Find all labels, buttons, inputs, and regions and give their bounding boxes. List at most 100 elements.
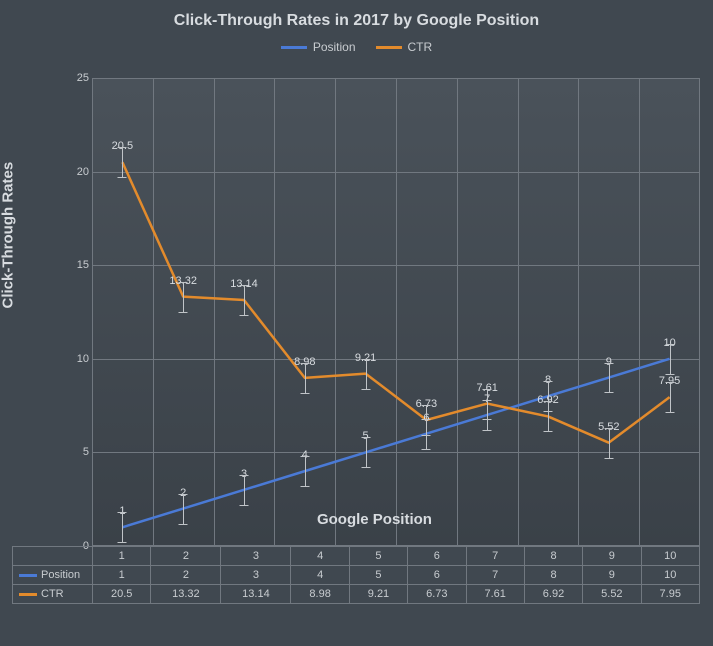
error-bar-cap: [422, 449, 431, 450]
table-cell: 8: [524, 566, 582, 585]
table-cell: 1: [93, 566, 151, 585]
error-bar-cap: [118, 177, 127, 178]
error-bar: [305, 363, 306, 393]
legend-label-ctr: CTR: [408, 40, 433, 54]
error-bar-cap: [544, 431, 553, 432]
table-cell: 10: [641, 566, 699, 585]
table-category-cell: 2: [151, 547, 221, 566]
table-cell: 7: [466, 566, 524, 585]
table-row-header-ctr: CTR: [13, 585, 93, 604]
error-bar-cap: [604, 458, 613, 459]
y-tick-label: 15: [77, 259, 89, 271]
error-bar-cap: [483, 419, 492, 420]
error-bar-cap: [240, 315, 249, 316]
error-bar-cap: [422, 435, 431, 436]
data-table: 12345678910 Position 12345678910 CTR 20.…: [12, 546, 700, 604]
error-bar: [609, 363, 610, 393]
legend-label-position: Position: [313, 40, 356, 54]
table-category-cell: 5: [349, 547, 407, 566]
chart-title: Click-Through Rates in 2017 by Google Po…: [0, 0, 713, 30]
x-axis-title: Google Position: [317, 511, 432, 528]
table-cell: 9: [583, 566, 641, 585]
error-bar: [244, 285, 245, 315]
legend-item-position: Position: [281, 40, 356, 54]
error-bar-cap: [179, 282, 188, 283]
error-bar-cap: [361, 437, 370, 438]
error-bar-cap: [240, 285, 249, 286]
table-cell: 3: [221, 566, 291, 585]
row-label-ctr: CTR: [41, 588, 64, 600]
plot-area: 1234567891020.513.3213.148.989.216.737.6…: [92, 78, 700, 546]
legend-item-ctr: CTR: [376, 40, 433, 54]
error-bar: [305, 456, 306, 486]
table-category-cell: 7: [466, 547, 524, 566]
error-bar-cap: [665, 412, 674, 413]
error-bar-cap: [300, 486, 309, 487]
chart-container: Click-Through Rates in 2017 by Google Po…: [0, 0, 713, 646]
table-cell: 8.98: [291, 585, 349, 604]
error-bar-cap: [240, 505, 249, 506]
table-category-cell: 8: [524, 547, 582, 566]
y-tick-label: 20: [77, 166, 89, 178]
error-bar-cap: [300, 393, 309, 394]
error-bar-cap: [665, 382, 674, 383]
table-cell: 5.52: [583, 585, 641, 604]
table-cell: 6: [408, 566, 466, 585]
legend-swatch-position: [281, 46, 307, 49]
legend-swatch-ctr: [376, 46, 402, 49]
error-bar-cap: [665, 344, 674, 345]
error-bar: [670, 382, 671, 412]
error-bar: [487, 389, 488, 419]
error-bar-cap: [118, 147, 127, 148]
error-bar-cap: [118, 512, 127, 513]
error-bar: [366, 437, 367, 467]
error-bar: [426, 405, 427, 435]
y-tick-label: 5: [83, 446, 89, 458]
error-bar: [244, 475, 245, 505]
table-cell: 9.21: [349, 585, 407, 604]
y-tick-label: 10: [77, 353, 89, 365]
legend: Position CTR: [0, 40, 713, 54]
table-cell: 2: [151, 566, 221, 585]
table-category-cell: 1: [93, 547, 151, 566]
table-cell: 7.61: [466, 585, 524, 604]
table-cell: 13.32: [151, 585, 221, 604]
error-bar-cap: [544, 381, 553, 382]
row-label-position: Position: [41, 569, 80, 581]
series-line: [122, 162, 669, 442]
error-bar-cap: [604, 392, 613, 393]
error-bar-cap: [179, 524, 188, 525]
error-bar: [183, 282, 184, 312]
error-bar: [183, 494, 184, 524]
error-bar-cap: [544, 401, 553, 402]
table-category-cell: 10: [641, 547, 699, 566]
table-cell: 6.73: [408, 585, 466, 604]
y-tick-label: 25: [77, 72, 89, 84]
table-category-cell: 6: [408, 547, 466, 566]
error-bar-cap: [604, 428, 613, 429]
series-line: [122, 359, 669, 527]
table-category-cell: 9: [583, 547, 641, 566]
table-cell: 20.5: [93, 585, 151, 604]
error-bar-cap: [118, 542, 127, 543]
error-bar-cap: [300, 456, 309, 457]
error-bar-cap: [422, 405, 431, 406]
table-cell: 6.92: [524, 585, 582, 604]
error-bar-cap: [179, 494, 188, 495]
error-bar: [122, 147, 123, 177]
error-bar-cap: [483, 430, 492, 431]
table-cell: 4: [291, 566, 349, 585]
error-bar-cap: [300, 363, 309, 364]
table-cell: 7.95: [641, 585, 699, 604]
error-bar: [548, 401, 549, 431]
table-category-cell: 3: [221, 547, 291, 566]
y-axis-title: Click-Through Rates: [0, 162, 17, 309]
error-bar-cap: [483, 389, 492, 390]
error-bar-cap: [361, 389, 370, 390]
error-bar: [609, 428, 610, 458]
error-bar-cap: [361, 359, 370, 360]
table-category-cell: 4: [291, 547, 349, 566]
error-bar-cap: [604, 363, 613, 364]
error-bar: [670, 344, 671, 374]
table-cell: 5: [349, 566, 407, 585]
